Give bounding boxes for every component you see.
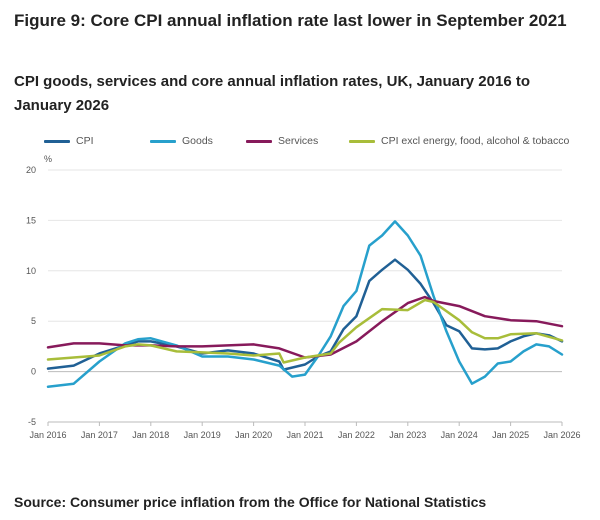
legend-swatch-services	[246, 140, 272, 143]
y-tick-label: 5	[31, 316, 36, 326]
x-tick-label: Jan 2016	[29, 430, 66, 440]
axes: -5 0 5 10 15 20 Jan 2016 Jan 2017 Jan 2018 Jan 20…	[26, 165, 581, 440]
y-tick-label: 0	[31, 367, 36, 377]
legend-label-goods: Goods	[182, 135, 213, 147]
x-tick-label: Jan 2021	[286, 430, 323, 440]
legend-swatch-goods	[150, 140, 176, 143]
x-tick-label: Jan 2025	[492, 430, 529, 440]
series-lines	[46, 220, 564, 388]
y-axis-unit-label: %	[44, 154, 52, 164]
series-line-cpi	[46, 258, 564, 371]
series-line-goods	[46, 220, 564, 388]
y-tick-label: -5	[28, 417, 36, 427]
x-tick-label: Jan 2022	[338, 430, 375, 440]
x-tick-label: Jan 2020	[235, 430, 272, 440]
x-tick-label: Jan 2019	[184, 430, 221, 440]
legend-label-services: Services	[278, 135, 319, 147]
figure-title: Figure 9: Core CPI annual inflation rate…	[14, 11, 567, 30]
legend-swatch-core-cpi	[349, 140, 375, 143]
legend-label-core-cpi: CPI excl energy, food, alcohol & tobacco	[381, 135, 570, 147]
x-tick-label: Jan 2018	[132, 430, 169, 440]
y-tick-label: 15	[26, 215, 36, 225]
x-tick-label: Jan 2024	[441, 430, 478, 440]
legend-swatch-cpi	[44, 140, 70, 143]
x-tick-label: Jan 2026	[543, 430, 580, 440]
y-tick-label: 10	[26, 266, 36, 276]
line-chart: -5 0 5 10 15 20 Jan 2016 Jan 2017 Jan 2018 Jan 20…	[26, 154, 581, 440]
x-tick-label: Jan 2023	[389, 430, 426, 440]
gridlines	[48, 169, 562, 423]
x-tick-label: Jan 2017	[81, 430, 118, 440]
source-note: Source: Consumer price inflation from th…	[14, 494, 487, 510]
figure-subtitle: CPI goods, services and core annual infl…	[14, 73, 530, 114]
y-tick-label: 20	[26, 165, 36, 175]
legend-label-cpi: CPI	[76, 135, 94, 147]
series-line-cpi-excl-energy-food-alcohol-tobacco	[46, 298, 564, 364]
